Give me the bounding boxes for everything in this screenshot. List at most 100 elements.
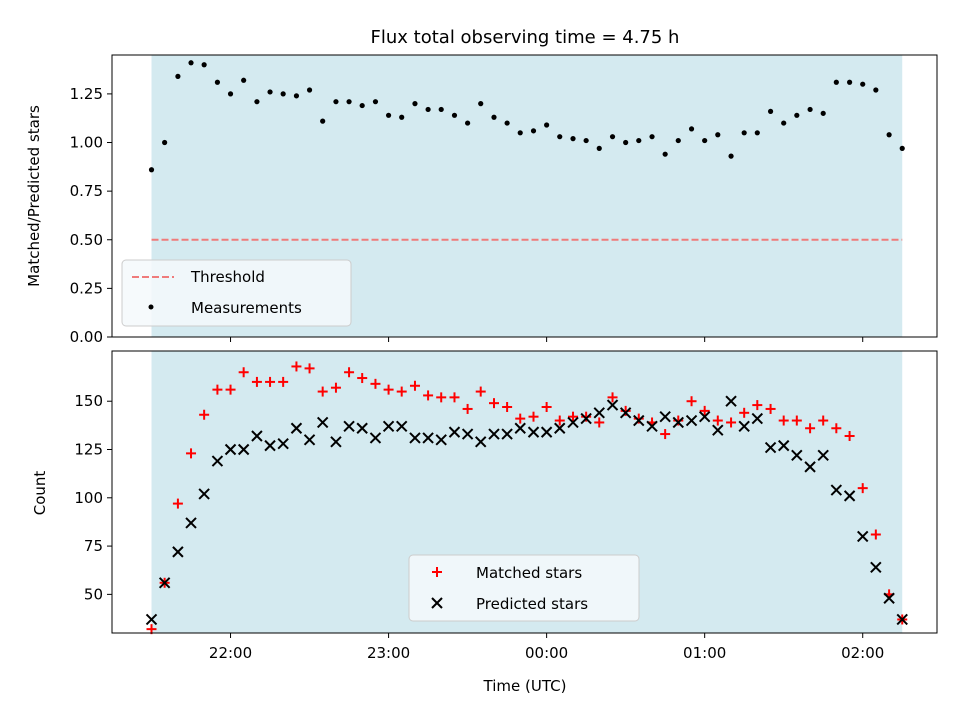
measurement-point	[583, 137, 589, 144]
measurement-point	[662, 151, 668, 157]
measurement-point	[425, 106, 431, 113]
measurement-point	[254, 99, 260, 105]
measurement-point	[201, 62, 207, 68]
matched-star-point	[791, 415, 802, 426]
bottom-y-tick-label: 100	[74, 489, 103, 507]
bottom-legend-box	[408, 554, 640, 622]
matched-star-point	[739, 407, 750, 418]
matched-star-point	[462, 403, 473, 414]
measurement-point	[609, 134, 616, 140]
predicted-star-point	[896, 613, 908, 626]
predicted-star-point	[527, 426, 540, 438]
matched-star-point	[423, 390, 434, 401]
matched-star-point	[870, 529, 881, 540]
x-tick-label: 00:00	[525, 644, 568, 662]
matched-star-point	[291, 361, 302, 372]
top-legend: Threshold Measurements	[121, 259, 352, 327]
x-axis-label: Time (UTC)	[483, 677, 567, 695]
predicted-star-point	[857, 530, 869, 543]
measurement-point	[886, 132, 892, 138]
predicted-star-point	[633, 414, 645, 427]
predicted-star-point	[145, 613, 158, 626]
matched-star-point	[304, 363, 315, 374]
matched-star-point	[199, 409, 210, 420]
measurement-point	[820, 110, 826, 116]
predicted-star-point	[830, 484, 843, 496]
matched-star-point	[344, 367, 355, 378]
predicted-star-point	[646, 420, 658, 433]
matched-star-point	[278, 376, 289, 387]
predicted-star-point	[606, 399, 619, 411]
measurement-point	[162, 139, 168, 146]
matched-star-point	[765, 403, 776, 414]
measurement-point	[175, 73, 181, 79]
matched-star-point	[146, 624, 157, 635]
matched-star-point	[251, 376, 262, 387]
matched-star-point	[594, 417, 605, 428]
measurement-point	[320, 118, 326, 124]
predicted-star-point	[303, 434, 316, 446]
x-tick-label: 23:00	[367, 644, 410, 662]
top-y-ticks: 0.00 0.25 0.50 0.75 1.00 1.25	[70, 85, 112, 346]
measurement-point	[702, 137, 708, 144]
measurement-point	[188, 60, 194, 66]
measurement-point	[359, 102, 365, 109]
top-y-tick-label: 0.00	[70, 328, 103, 346]
matched-star-point	[212, 384, 223, 395]
bottom-legend: Matched stars Predicted stars	[408, 554, 640, 622]
predicted-star-point	[264, 439, 276, 452]
measurement-point	[465, 120, 471, 126]
top-axes-frame	[111, 54, 938, 338]
measurement-point	[148, 167, 155, 173]
matched-star-point	[330, 382, 341, 393]
measurement-point	[399, 114, 405, 120]
matched-star-point	[357, 373, 368, 384]
bottom-y-axis-label: Count	[31, 471, 49, 516]
matched-star-point	[752, 400, 763, 411]
matched-star-point	[686, 396, 697, 407]
measurement-point	[267, 89, 273, 95]
predicted-star-point	[224, 443, 237, 456]
measurement-point	[715, 132, 721, 138]
predicted-star-point	[540, 426, 553, 438]
predicted-star-point	[211, 455, 224, 467]
predicted-star-point	[804, 461, 816, 473]
legend-measurements-swatch	[148, 304, 154, 310]
bottom-y-tick-label: 50	[84, 585, 103, 603]
measurement-point	[438, 106, 444, 113]
predicted-star-point	[448, 426, 461, 438]
predicted-star-point	[158, 577, 171, 589]
predicted-star-point	[698, 410, 711, 423]
measurement-point	[227, 91, 234, 97]
matched-star-point	[805, 423, 816, 434]
predicted-star-point	[685, 414, 698, 427]
measurement-point	[781, 120, 787, 126]
matched-star-point	[488, 398, 499, 409]
predicted-star-point	[356, 422, 368, 434]
top-x-ticks	[230, 337, 864, 342]
predicted-star-point	[290, 422, 303, 434]
predicted-star-point	[501, 428, 513, 440]
measurement-point	[688, 126, 695, 132]
predicted-star-point	[764, 441, 777, 454]
predicted-star-point	[198, 488, 210, 500]
measurement-point	[333, 99, 339, 105]
measurement-point	[214, 79, 221, 85]
predicted-star-point	[422, 432, 434, 444]
chart-title: Flux total observing time = 4.75 h	[371, 27, 680, 48]
matched-star-point	[449, 392, 460, 403]
matched-star-point	[383, 384, 394, 395]
measurement-point	[504, 120, 510, 126]
predicted-star-point	[843, 490, 856, 502]
matched-star-point	[712, 415, 723, 426]
measurement-point	[767, 108, 774, 114]
x-tick-label: 01:00	[683, 644, 726, 662]
measurement-point	[741, 130, 747, 136]
measurement-point	[649, 134, 655, 140]
predicted-star-point	[593, 407, 605, 419]
measurement-point	[517, 130, 523, 136]
matched-star-point	[778, 415, 789, 426]
predicted-star-point	[277, 438, 289, 450]
